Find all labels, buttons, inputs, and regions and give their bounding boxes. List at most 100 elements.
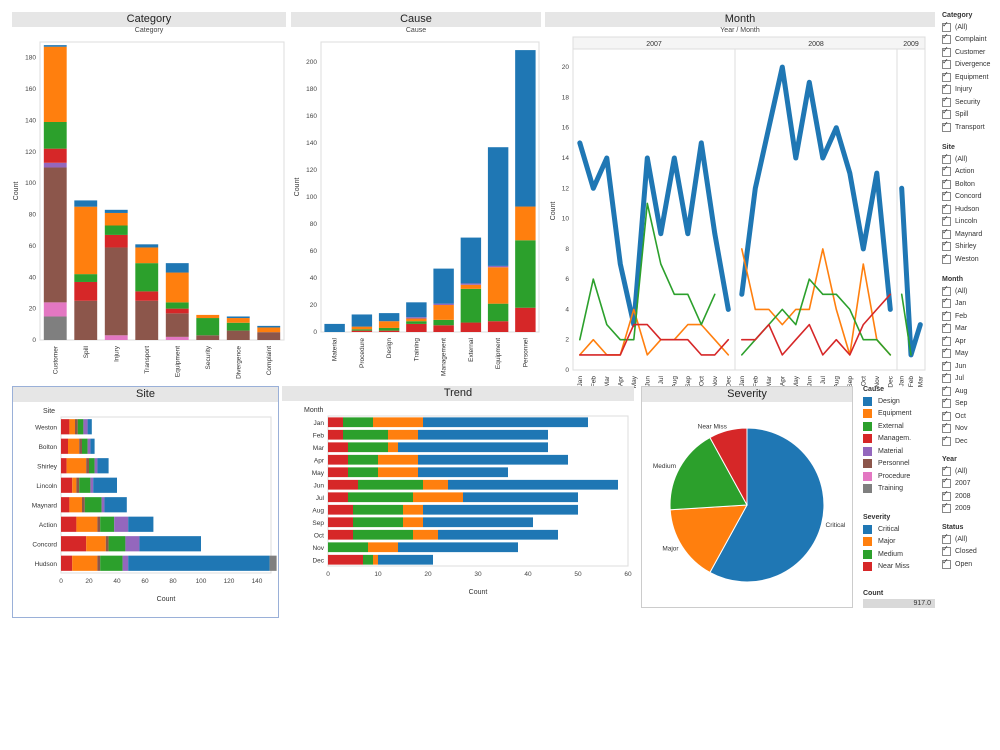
checkbox[interactable] xyxy=(942,501,951,514)
filter-option[interactable]: (All) xyxy=(942,284,1000,298)
bar-segment[interactable] xyxy=(418,429,548,440)
series-line-medium[interactable] xyxy=(900,293,912,356)
checkbox[interactable] xyxy=(942,152,951,164)
bar-segment[interactable] xyxy=(463,492,578,503)
bar-segment[interactable] xyxy=(114,516,129,532)
checkbox[interactable] xyxy=(942,532,951,544)
category-chart[interactable]: 0 20 40 60 80 100 120 140 160 180 Count Customer Spi… xyxy=(12,12,286,380)
filter-option[interactable]: (All) xyxy=(942,20,1000,34)
bar-segment[interactable] xyxy=(351,326,373,330)
filter-option[interactable]: May xyxy=(942,346,1000,361)
bar-segment[interactable] xyxy=(378,554,433,565)
bar-segment[interactable] xyxy=(515,50,536,207)
bar-segment[interactable] xyxy=(378,327,400,331)
bar-segment[interactable] xyxy=(433,325,454,332)
series-line-critical[interactable] xyxy=(899,185,923,358)
bar-segment[interactable] xyxy=(74,206,98,275)
bar-segment[interactable] xyxy=(388,429,418,440)
checkbox[interactable] xyxy=(942,489,951,501)
filter-option[interactable]: Sep xyxy=(942,396,1000,411)
bar-segment[interactable] xyxy=(165,308,189,314)
bar-segment[interactable] xyxy=(348,454,378,465)
filter-option[interactable]: Lincoln xyxy=(942,214,1000,229)
bar-segment[interactable] xyxy=(515,307,536,332)
legend-item[interactable]: Medium xyxy=(863,548,935,561)
bar-segment[interactable] xyxy=(61,497,70,513)
bar-segment[interactable] xyxy=(128,516,154,532)
checkbox[interactable] xyxy=(942,227,951,239)
plot-frame[interactable] xyxy=(60,416,272,574)
filter-option[interactable]: Hudson xyxy=(942,202,1000,216)
bar-segment[interactable] xyxy=(43,121,67,149)
bar-segment[interactable] xyxy=(72,555,98,571)
bar-segment[interactable] xyxy=(61,536,87,552)
bar-segment[interactable] xyxy=(93,477,117,493)
bar-segment[interactable] xyxy=(125,536,140,552)
series-line-major[interactable] xyxy=(579,308,730,356)
site-chart[interactable]: 0 20 40 60 80 100 120 140CountSiteWestonBoltonS… xyxy=(13,387,278,617)
bar-segment[interactable] xyxy=(90,477,94,493)
filter-option[interactable]: Nov xyxy=(942,421,1000,436)
bar-segment[interactable] xyxy=(378,467,418,478)
checkbox[interactable] xyxy=(942,309,951,321)
bar-segment[interactable] xyxy=(226,316,250,319)
filter-option[interactable]: Security xyxy=(942,95,1000,109)
checkbox[interactable] xyxy=(942,284,951,296)
checkbox[interactable] xyxy=(942,396,951,409)
bar-segment[interactable] xyxy=(61,438,68,454)
bar-segment[interactable] xyxy=(487,303,509,322)
legend-item[interactable]: Near Miss xyxy=(863,561,935,574)
bar-segment[interactable] xyxy=(328,517,353,528)
plot-frame[interactable] xyxy=(320,41,540,333)
bar-segment[interactable] xyxy=(139,536,201,552)
filter-option[interactable]: Apr xyxy=(942,334,1000,348)
bar-segment[interactable] xyxy=(135,300,159,340)
legend-item[interactable]: Personnel xyxy=(863,458,935,471)
bar-segment[interactable] xyxy=(353,529,413,540)
bar-segment[interactable] xyxy=(43,45,67,47)
bar-segment[interactable] xyxy=(460,322,482,332)
bar-segment[interactable] xyxy=(406,321,427,324)
bar-segment[interactable] xyxy=(328,417,343,428)
year-header-band[interactable] xyxy=(572,36,926,50)
bar-segment[interactable] xyxy=(515,240,536,308)
bar-segment[interactable] xyxy=(82,497,85,513)
bar-segment[interactable] xyxy=(68,438,80,454)
bar-segment[interactable] xyxy=(328,442,348,453)
checkbox[interactable] xyxy=(942,476,951,489)
checkbox[interactable] xyxy=(942,252,951,264)
checkbox[interactable] xyxy=(942,202,951,214)
checkbox[interactable] xyxy=(942,346,951,359)
filter-option[interactable]: Oct xyxy=(942,409,1000,423)
checkbox[interactable] xyxy=(942,334,951,346)
checkbox[interactable] xyxy=(942,164,951,177)
bar-segment[interactable] xyxy=(348,467,378,478)
checkbox[interactable] xyxy=(942,359,951,371)
bar-segment[interactable] xyxy=(403,517,423,528)
bar-segment[interactable] xyxy=(86,536,106,552)
bar-segment[interactable] xyxy=(487,267,509,304)
checkbox[interactable] xyxy=(942,464,951,476)
bar-segment[interactable] xyxy=(74,200,98,207)
bar-segment[interactable] xyxy=(97,458,109,474)
bar-segment[interactable] xyxy=(351,329,373,331)
bar-segment[interactable] xyxy=(101,497,105,513)
filter-option[interactable]: Concord xyxy=(942,189,1000,204)
bar-segment[interactable] xyxy=(84,497,102,513)
bar-segment[interactable] xyxy=(165,272,189,303)
filter-option[interactable]: Dec xyxy=(942,434,1000,448)
bar-segment[interactable] xyxy=(196,318,220,336)
checkbox[interactable] xyxy=(942,296,951,309)
bar-segment[interactable] xyxy=(97,516,101,532)
bar-segment[interactable] xyxy=(165,263,189,273)
bar-segment[interactable] xyxy=(353,517,403,528)
series-line-near-miss[interactable] xyxy=(579,323,730,356)
bar-segment[interactable] xyxy=(104,212,128,226)
legend-item[interactable]: Design xyxy=(863,395,935,408)
bar-segment[interactable] xyxy=(226,322,250,331)
trend-chart[interactable]: 0 10 20 30 40 50 60 Count Month Jan Feb Mar Apr May Ju… xyxy=(282,386,634,616)
bar-segment[interactable] xyxy=(460,237,482,284)
checkbox[interactable] xyxy=(942,70,951,82)
series-line-critical[interactable] xyxy=(577,140,731,328)
